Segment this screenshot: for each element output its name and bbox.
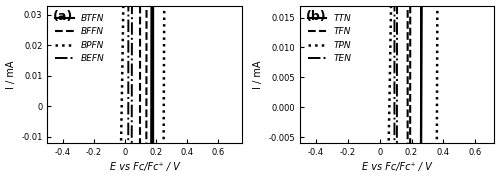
X-axis label: E vs Fc/Fc⁺ / V: E vs Fc/Fc⁺ / V (110, 163, 180, 172)
Line: BPFN: BPFN (48, 0, 234, 178)
Line: BEFN: BEFN (48, 0, 203, 178)
Y-axis label: I / mA: I / mA (6, 60, 16, 88)
Line: TFN: TFN (300, 0, 468, 178)
Y-axis label: I / mA: I / mA (253, 60, 263, 88)
Line: TEN: TEN (300, 0, 446, 178)
Line: TTN: TTN (300, 0, 468, 178)
Legend: TTN, TFN, TPN, TEN: TTN, TFN, TPN, TEN (304, 10, 355, 67)
Line: TPN: TPN (300, 0, 486, 178)
Line: BTFN: BTFN (48, 0, 234, 178)
X-axis label: E vs Fc/Fc⁺ / V: E vs Fc/Fc⁺ / V (362, 163, 432, 172)
Text: (b): (b) (306, 10, 326, 23)
Legend: BTFN, BFFN, BPFN, BEFN: BTFN, BFFN, BPFN, BEFN (52, 10, 108, 67)
Text: (a): (a) (53, 10, 74, 23)
Line: BFFN: BFFN (48, 0, 234, 178)
